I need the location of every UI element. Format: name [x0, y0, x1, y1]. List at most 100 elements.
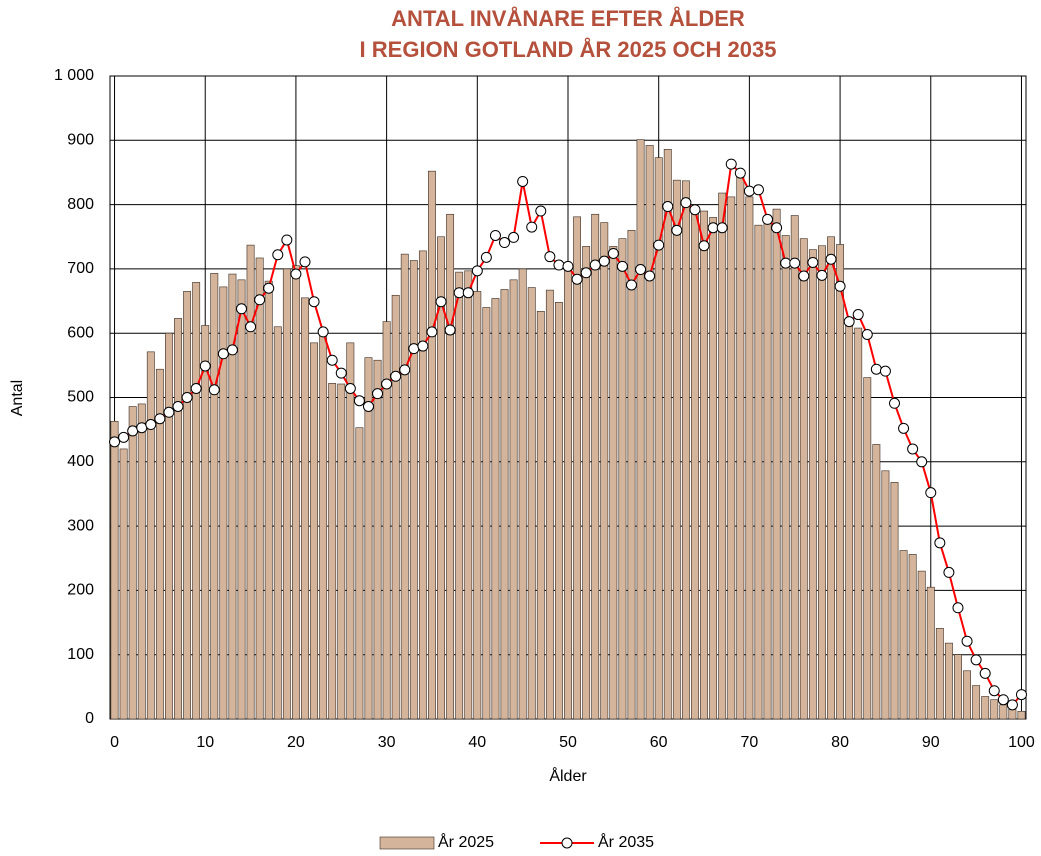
x-tick-label: 30 [378, 734, 396, 751]
marker [317, 326, 329, 338]
bar [500, 289, 509, 720]
bar [672, 179, 681, 720]
marker [217, 348, 229, 360]
bar [219, 286, 228, 720]
marker [662, 201, 674, 213]
y-tick-label: 500 [67, 389, 94, 406]
marker [771, 222, 783, 234]
marker [607, 247, 619, 259]
bar [709, 217, 718, 720]
marker [544, 251, 556, 263]
bar [473, 291, 482, 720]
bar [192, 282, 201, 720]
marker [344, 382, 356, 394]
bar [618, 238, 627, 720]
marker [299, 256, 311, 268]
marker [353, 395, 365, 407]
bar [944, 642, 953, 720]
marker [190, 382, 202, 394]
bar [536, 311, 545, 720]
bar [600, 222, 609, 720]
marker [852, 309, 864, 321]
bar [908, 554, 917, 720]
bar [128, 406, 137, 720]
marker [426, 326, 438, 338]
bar [808, 249, 817, 720]
y-tick-label: 600 [67, 324, 94, 341]
marker [861, 328, 873, 340]
bar [990, 699, 999, 720]
bar [954, 654, 962, 720]
bar [772, 208, 781, 720]
bar [291, 265, 300, 720]
bar [627, 230, 636, 720]
marker [236, 303, 248, 315]
marker [879, 365, 891, 377]
bar [382, 321, 391, 720]
x-tick-label: 10 [196, 734, 214, 751]
marker [335, 367, 347, 379]
bar [890, 482, 899, 720]
marker [480, 251, 492, 263]
bar [400, 253, 409, 720]
marker [798, 270, 810, 282]
marker [979, 667, 991, 679]
bar [545, 289, 554, 720]
bar [183, 291, 192, 720]
marker [762, 213, 774, 225]
x-axis-label: Ålder [549, 766, 587, 785]
x-tick-label: 40 [468, 734, 486, 751]
marker [925, 487, 937, 499]
x-tick-label: 20 [287, 734, 305, 751]
x-tick-label: 100 [1008, 734, 1035, 751]
marker [163, 406, 175, 418]
marker [435, 296, 447, 308]
bar [999, 704, 1008, 720]
y-tick-label: 100 [67, 646, 94, 663]
bar [364, 357, 373, 720]
bar [201, 325, 210, 720]
marker [154, 413, 166, 425]
marker [145, 419, 157, 431]
bar [663, 149, 672, 720]
marker [789, 257, 801, 269]
bar [863, 377, 872, 720]
marker [743, 185, 755, 197]
bar [355, 427, 364, 720]
y-tick-label: 200 [67, 582, 94, 599]
marker [707, 222, 719, 234]
marker [208, 384, 220, 396]
bar [155, 368, 164, 720]
bar [482, 307, 491, 720]
bar [255, 257, 264, 720]
bar [881, 470, 890, 720]
bar [972, 685, 981, 720]
bar [745, 196, 754, 720]
marker [843, 316, 855, 328]
bar [391, 294, 400, 720]
marker [644, 270, 656, 282]
marker [136, 422, 148, 434]
marker [199, 360, 211, 372]
bar [872, 444, 881, 720]
chart-title: ANTAL INVÅNARE EFTER ÅLDER [391, 5, 745, 31]
x-tick-label: 70 [740, 734, 758, 751]
bar [237, 279, 246, 720]
marker [172, 401, 184, 413]
marker [254, 294, 266, 306]
marker [961, 635, 973, 647]
marker [535, 205, 547, 217]
bar [455, 271, 464, 720]
bar [119, 448, 128, 720]
marker [127, 425, 139, 437]
y-tick-label: 400 [67, 453, 94, 470]
bar [373, 359, 382, 720]
marker [571, 273, 583, 285]
marker [916, 456, 928, 468]
marker [517, 175, 529, 187]
marker [118, 431, 130, 443]
marker [408, 343, 420, 355]
marker [499, 237, 511, 249]
marker [625, 279, 637, 291]
bar [246, 244, 255, 720]
